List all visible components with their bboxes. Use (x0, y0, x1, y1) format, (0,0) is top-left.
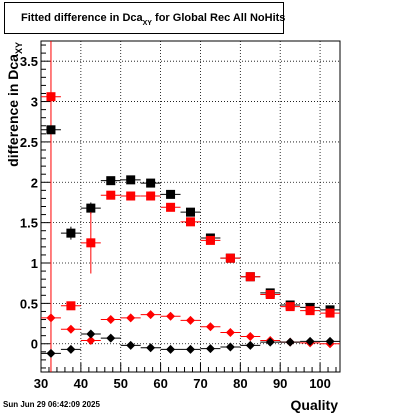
y-tick-label: 0.5 (20, 296, 38, 311)
data-point-square (245, 272, 255, 282)
chart-title: Fitted difference in DcaXY for Global Re… (21, 12, 286, 27)
data-point-square (86, 203, 96, 213)
data-point-square (66, 301, 76, 311)
data-point-diamond (225, 342, 235, 352)
data-point-diamond (126, 313, 136, 323)
y-tick-label: 2.5 (20, 135, 38, 150)
y-tick-label: 1 (31, 256, 38, 271)
data-point-diamond (86, 329, 96, 339)
data-point-square (126, 175, 136, 185)
data-point-diamond (205, 322, 215, 332)
data-point-diamond (186, 315, 195, 325)
x-tick-label: 100 (309, 376, 331, 391)
data-point-square (186, 217, 195, 227)
y-tick-label: 2 (31, 175, 38, 190)
data-point-diamond (126, 340, 136, 350)
data-point-square (205, 235, 215, 245)
data-point-diamond (285, 337, 295, 347)
x-axis-label: Quality (291, 397, 339, 413)
x-tick-label: 60 (153, 376, 167, 391)
data-point-diamond (325, 336, 335, 346)
data-point-diamond (225, 327, 235, 337)
data-point-diamond (245, 331, 255, 341)
data-point-square (186, 207, 195, 217)
data-point-diamond (46, 348, 56, 358)
x-tick-label: 30 (34, 376, 48, 391)
data-point-diamond (166, 344, 176, 354)
x-tick-label: 80 (233, 376, 247, 391)
data-point-square (106, 190, 116, 200)
x-tick-label: 40 (74, 376, 88, 391)
data-point-square (265, 289, 275, 299)
y-tick-label: 3 (31, 95, 38, 110)
data-point-diamond (265, 337, 275, 347)
data-point-square (285, 302, 295, 312)
y-tick-label: 0 (31, 337, 38, 352)
x-tick-label: 50 (113, 376, 127, 391)
plot-frame (40, 40, 341, 373)
y-axis-label: difference in DcaXY (5, 42, 24, 167)
chart-title-main: Fitted difference in Dca (21, 12, 143, 24)
data-point-diamond (146, 343, 156, 353)
chart-title-box: Fitted difference in DcaXY for Global Re… (4, 2, 286, 34)
data-point-square (305, 306, 315, 316)
data-point-diamond (305, 336, 315, 346)
chart-title-subscript: XY (142, 20, 152, 27)
footer-date: Sun Jun 29 06:42:09 2025 (3, 400, 100, 409)
x-tick-label: 90 (273, 376, 287, 391)
data-point-square (225, 253, 235, 263)
data-point-diamond (106, 333, 116, 343)
y-tick-label: 3.5 (20, 54, 38, 69)
data-point-diamond (186, 344, 195, 354)
data-point-square (146, 178, 156, 188)
data-point-square (325, 308, 335, 318)
data-point-diamond (205, 344, 215, 354)
data-point-square (46, 92, 56, 102)
y-tick-label: 1.5 (20, 216, 38, 231)
data-point-square (166, 189, 176, 199)
data-point-square (146, 191, 156, 201)
data-point-diamond (46, 313, 56, 323)
data-point-diamond (66, 344, 76, 354)
data-point-square (166, 202, 176, 212)
data-point-square (46, 125, 56, 135)
data-point-diamond (106, 315, 116, 325)
data-point-square (86, 238, 96, 248)
data-point-square (126, 191, 136, 201)
data-point-square (66, 228, 76, 238)
chart-title-suffix: for Global Rec All NoHits (151, 12, 286, 24)
data-point-diamond (146, 310, 156, 320)
data-point-diamond (245, 340, 255, 350)
data-point-diamond (86, 336, 96, 346)
data-point-diamond (66, 324, 76, 334)
x-tick-label: 70 (193, 376, 207, 391)
data-point-square (106, 176, 116, 186)
data-point-diamond (166, 311, 176, 321)
